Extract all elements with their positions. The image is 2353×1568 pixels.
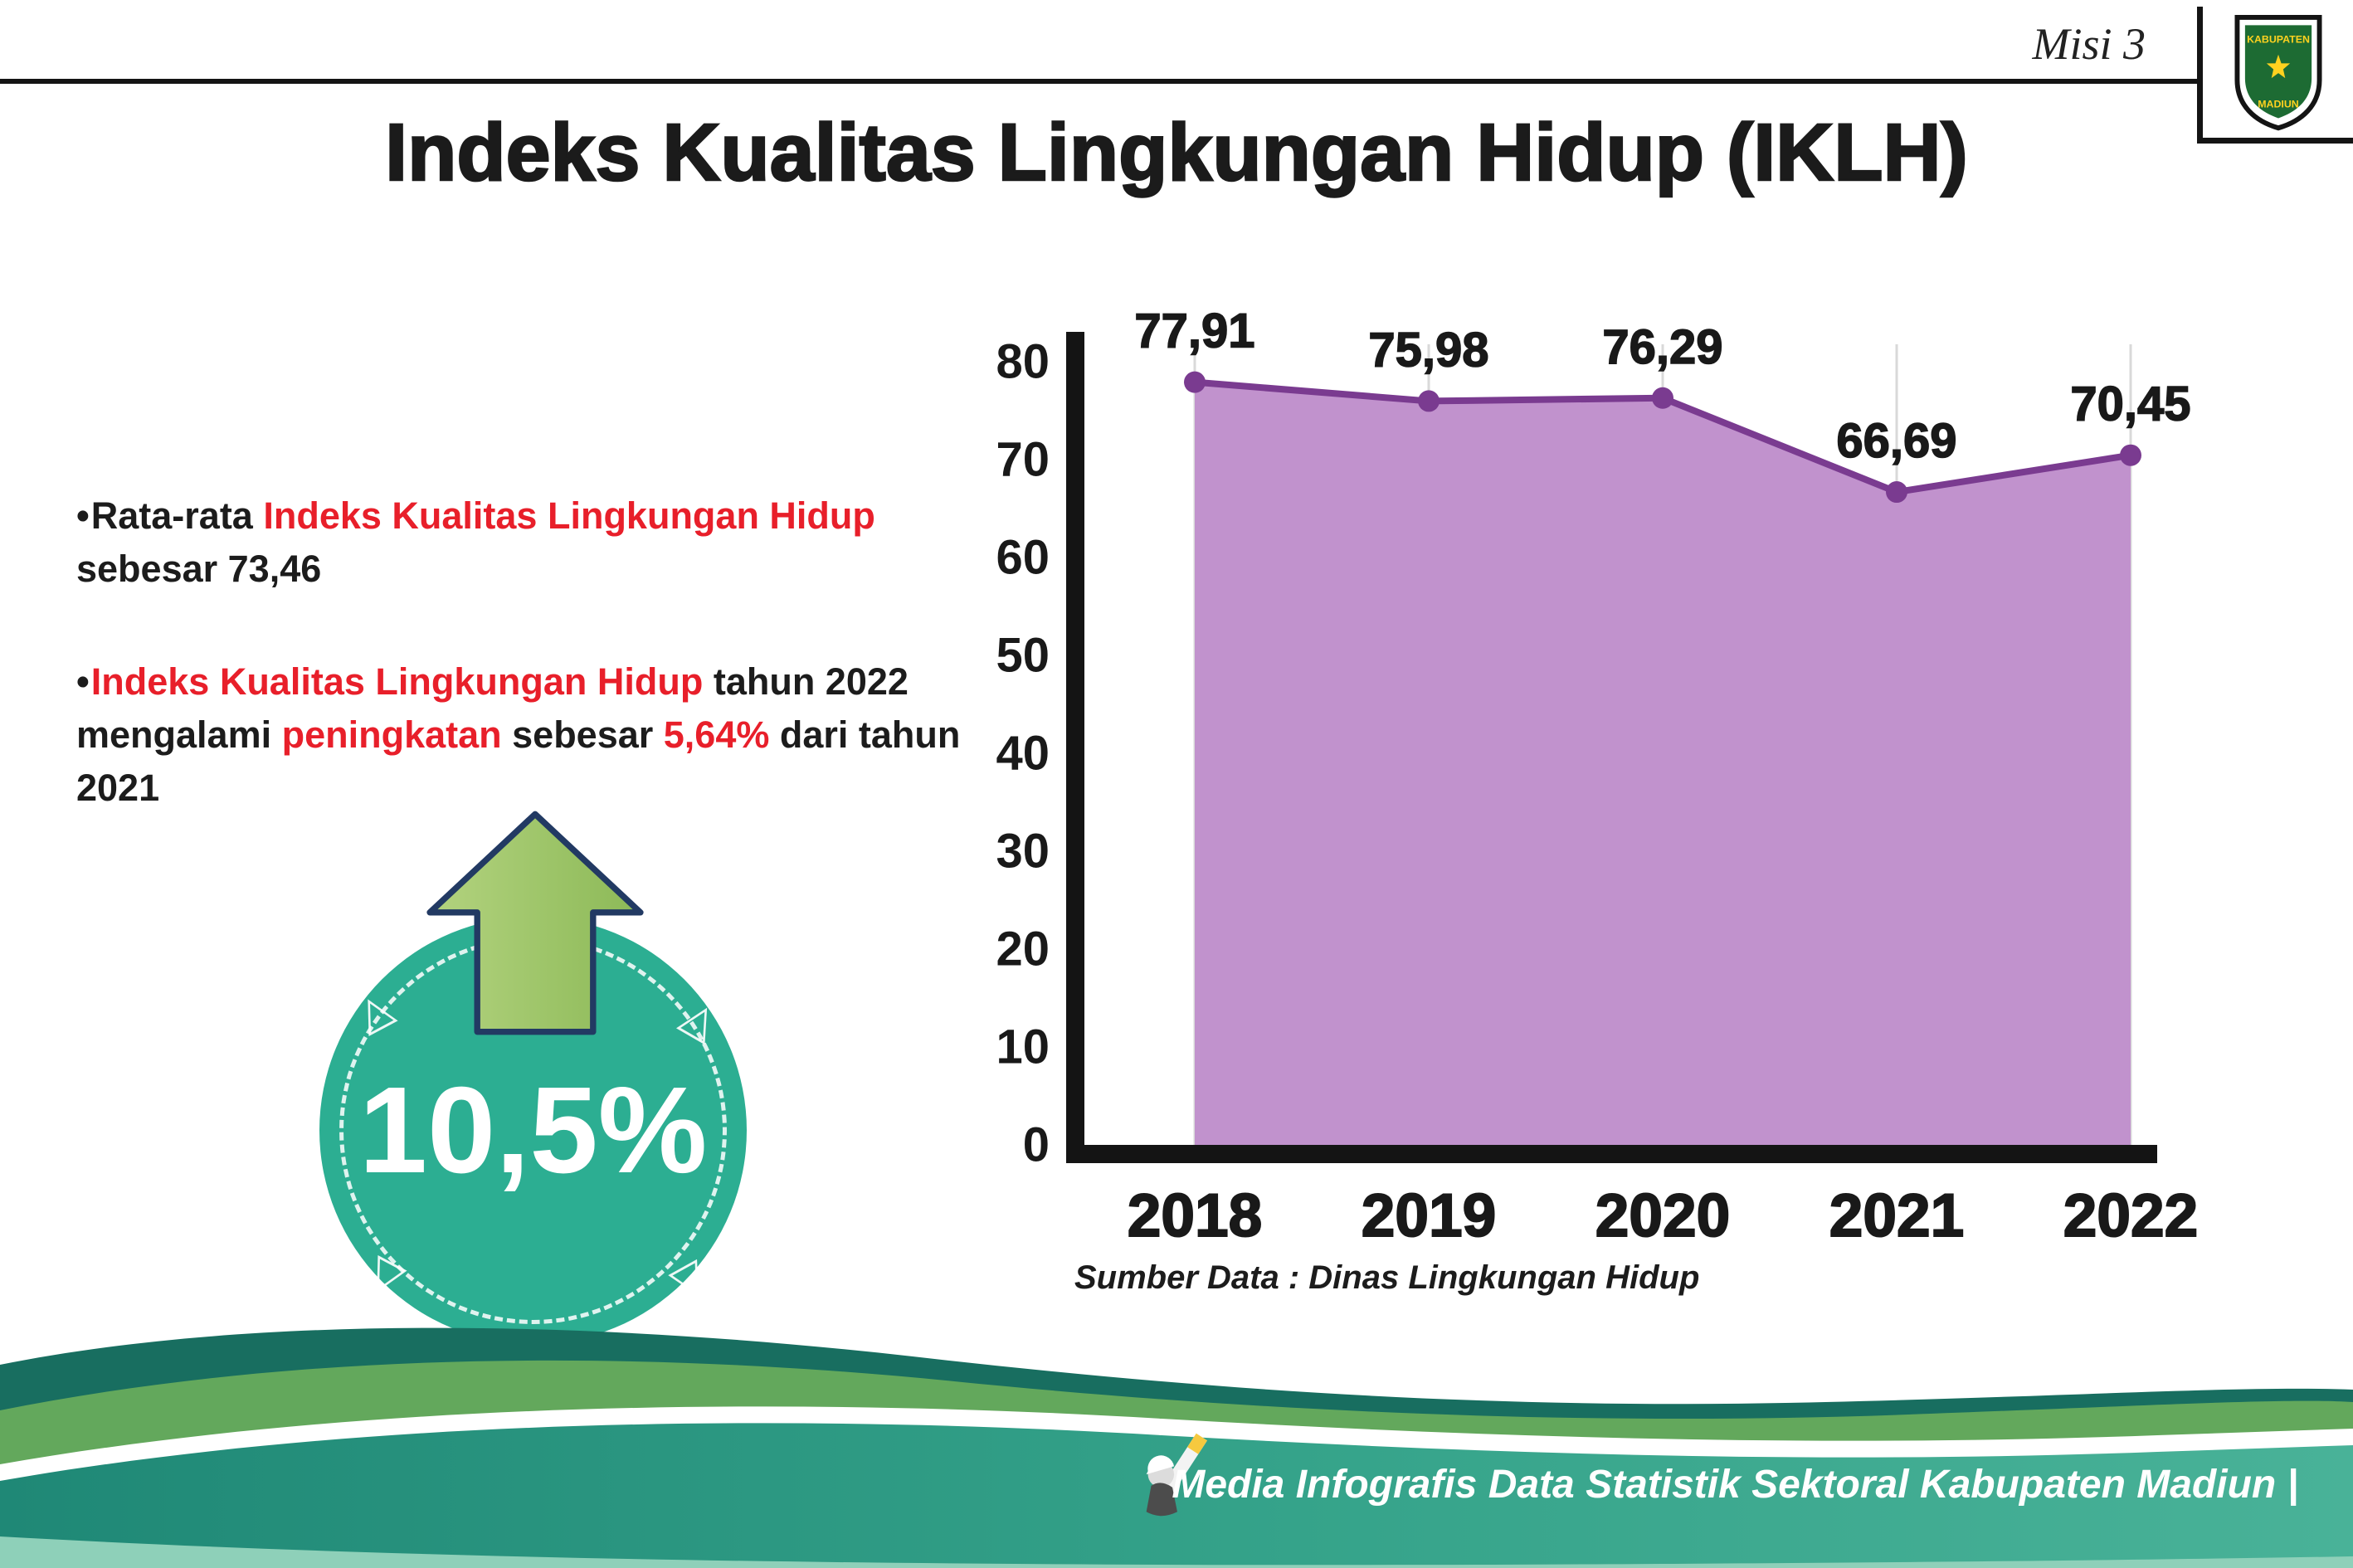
x-tick-label: 2021 [1829,1182,1964,1249]
y-tick-label: 10 [996,1020,1050,1074]
up-arrow-icon [426,811,644,1035]
bullet-text-segment: dari tahun 2021 [76,713,961,809]
x-tick-label: 2020 [1595,1182,1730,1249]
source-note: Sumber Data : Dinas Lingkungan Hidup [1074,1259,1700,1296]
y-tick-label: 80 [996,335,1050,389]
y-axis [1066,332,1084,1163]
bullet-text-segment: Indeks Kualitas Lingkungan Hidup [263,494,875,537]
bullet-list: •Rata-rata Indeks Kualitas Lingkungan Hi… [76,489,1006,874]
badge-value: 10,5% [358,1061,708,1199]
data-point [1184,371,1206,393]
logo-text-top: KABUPATEN [2247,34,2310,46]
x-tick-label: 2019 [1362,1182,1496,1249]
y-tick-label: 20 [996,923,1050,976]
y-tick-label: 40 [996,727,1050,781]
bullet-marker: • [76,494,90,537]
data-point [2120,444,2141,466]
bullet-item: •Indeks Kualitas Lingkungan Hidup tahun … [76,655,1006,815]
x-tick-label: 2022 [2063,1182,2198,1249]
y-tick-label: 50 [996,629,1050,683]
data-point [1418,390,1440,412]
iklh-chart-svg: 0 10 20 30 40 50 60 70 80 77,91 75,98 76,29 66,69 70,… [996,304,2199,1250]
mascot-body [1146,1483,1177,1517]
y-tick-label: 30 [996,825,1050,879]
value-label: 66,69 [1836,414,1956,468]
page-title: Indeks Kualitas Lingkungan Hidup (IKLH) [384,106,1969,199]
wave-layer-teal-band [0,1423,2353,1568]
y-tick-label: 60 [996,531,1050,585]
mascot-icon [1146,1433,1207,1517]
logo-text-bottom: MADIUN [2258,98,2299,110]
value-label: 75,98 [1368,323,1488,377]
mascot-cap [1146,1455,1175,1475]
bullet-text-segment: peningkatan [281,713,502,756]
logo-star-icon [2266,54,2290,79]
wave-layer-bottom-strip [0,1536,2353,1568]
iklh-chart: 0 10 20 30 40 50 60 70 80 77,91 75,98 76,29 66,69 70,… [913,295,2207,1290]
footer-wave [0,1327,2353,1568]
logo-frame: KABUPATEN MADIUN [2197,7,2353,144]
y-tick-label: 0 [1023,1118,1050,1172]
kabupaten-madiun-logo: KABUPATEN MADIUN [2234,14,2322,131]
value-label: 76,29 [1602,320,1722,374]
bullet-text-segment: Rata-rata [90,494,264,537]
x-tick-label: 2018 [1128,1182,1262,1249]
bullet-text-segment: sebesar [501,713,664,756]
x-axis [1066,1145,2157,1163]
bullet-text-segment: Indeks Kualitas Lingkungan Hidup [90,660,704,703]
increase-badge: △ △ △ △ 10,5% [319,809,747,1356]
up-arrow-shape [426,811,644,1035]
value-label: 70,45 [2070,377,2190,431]
data-point [1652,387,1673,409]
bullet-text-segment: 5,64% [663,713,770,756]
bullet-text-segment: tahun 2022 mengalami [76,660,909,756]
misi-label: Misi 3 [2032,19,2146,69]
header-divider [0,79,2197,84]
data-point [1886,481,1907,504]
bullet-item: •Rata-rata Indeks Kualitas Lingkungan Hi… [76,489,1006,596]
bullet-text-segment: sebesar 73,46 [76,547,322,590]
area-fill [1195,382,2131,1145]
bullet-marker: • [76,660,90,703]
footer-caption: Media Infografis Data Statistik Sektoral… [1172,1463,2298,1507]
value-label: 77,91 [1134,304,1254,358]
y-tick-label: 70 [996,433,1050,487]
